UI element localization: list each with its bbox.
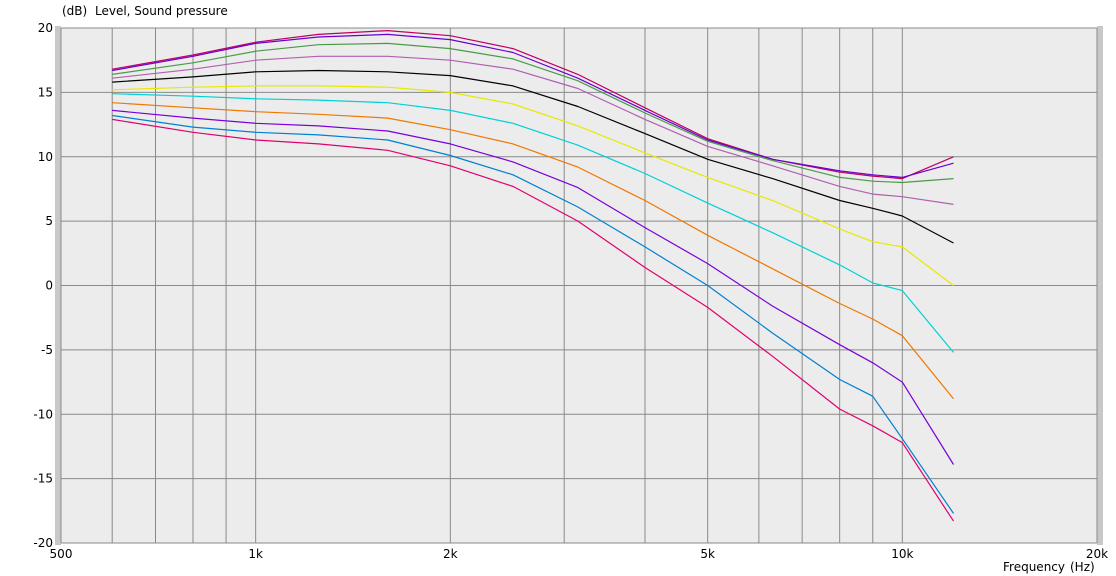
x-tick-label: 10k xyxy=(891,547,913,561)
series-line-3 xyxy=(112,42,954,184)
series-line-8 xyxy=(112,102,954,400)
x-tick-label: 2k xyxy=(443,547,458,561)
x-axis-unit: (Hz) xyxy=(1070,560,1095,574)
y-tick-label: 20 xyxy=(38,21,53,35)
series-line-7 xyxy=(112,93,954,353)
series-line-9 xyxy=(112,109,955,465)
axis-titles: (dB) Level, Sound pressure Frequency (Hz… xyxy=(62,4,1095,574)
plot-right-edge xyxy=(1097,26,1103,545)
y-tick-label: -5 xyxy=(41,343,53,357)
y-tick-label: -10 xyxy=(33,407,53,421)
series-lines xyxy=(112,30,955,522)
y-tick-label: -15 xyxy=(33,472,53,486)
y-tick-label: 0 xyxy=(45,279,53,293)
y-tick-label: 5 xyxy=(45,214,53,228)
series-line-10 xyxy=(112,114,954,514)
y-tick-label: 15 xyxy=(38,85,53,99)
series-line-4 xyxy=(112,55,954,205)
gridlines xyxy=(60,27,1098,544)
x-tick-label: 5k xyxy=(700,547,715,561)
y-axis-title: Level, Sound pressure xyxy=(95,4,228,18)
series-line-2 xyxy=(112,33,954,178)
series-line-6 xyxy=(112,85,954,286)
plot-left-edge xyxy=(55,26,61,545)
y-axis-unit: (dB) xyxy=(62,4,87,18)
y-tick-label: -20 xyxy=(33,536,53,550)
series-line-1 xyxy=(112,30,954,180)
series-line-5 xyxy=(112,69,954,244)
series-line-11 xyxy=(112,118,955,522)
x-tick-label: 500 xyxy=(50,547,73,561)
x-tick-label: 20k xyxy=(1086,547,1108,561)
y-tick-label: 10 xyxy=(38,150,53,164)
x-tick-label: 1k xyxy=(248,547,263,561)
x-axis-title: Frequency xyxy=(1003,560,1065,574)
